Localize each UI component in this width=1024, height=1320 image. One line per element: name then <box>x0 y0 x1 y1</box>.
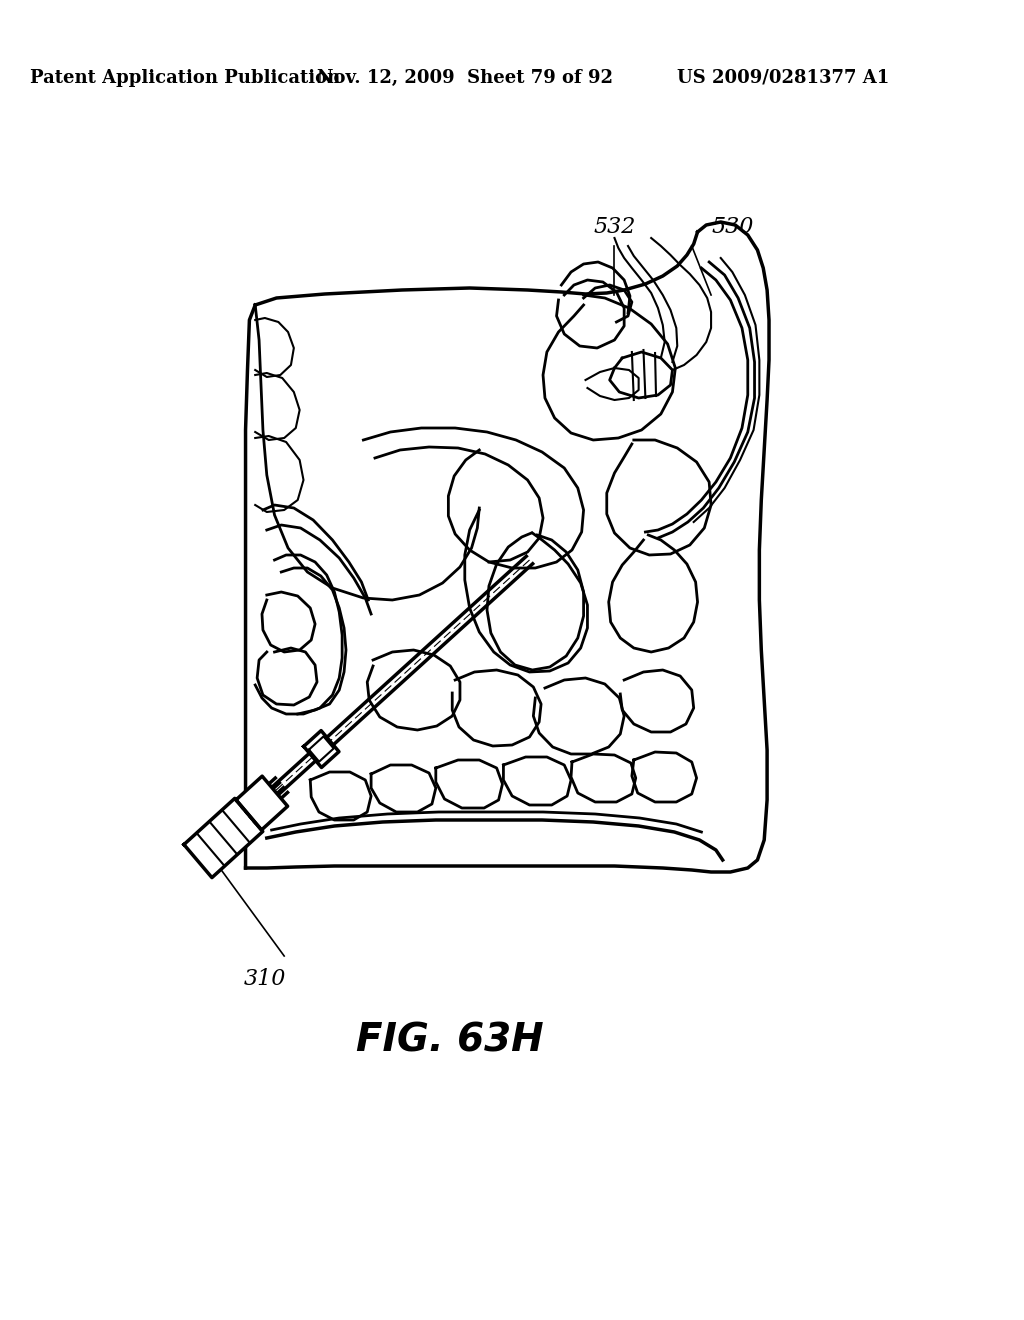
Text: US 2009/0281377 A1: US 2009/0281377 A1 <box>678 69 890 87</box>
Text: 530: 530 <box>711 216 754 238</box>
Text: 532: 532 <box>593 216 636 238</box>
Polygon shape <box>236 776 288 830</box>
Text: Patent Application Publication: Patent Application Publication <box>30 69 340 87</box>
Text: FIG. 63H: FIG. 63H <box>356 1020 544 1059</box>
Polygon shape <box>184 799 263 878</box>
Text: Nov. 12, 2009  Sheet 79 of 92: Nov. 12, 2009 Sheet 79 of 92 <box>316 69 612 87</box>
Polygon shape <box>304 730 339 767</box>
Text: 310: 310 <box>244 968 286 990</box>
